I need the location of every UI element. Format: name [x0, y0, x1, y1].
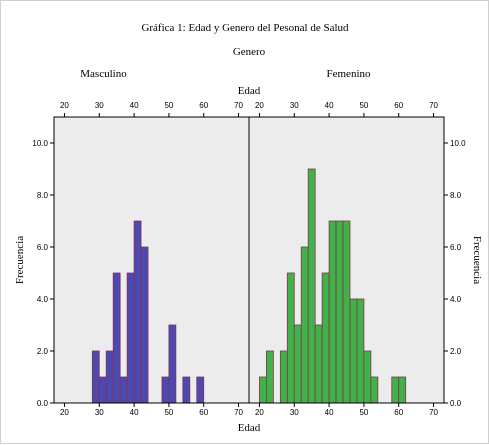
y-tick-label: 6.0	[37, 243, 49, 252]
x-tick-label-top: 70	[234, 101, 243, 110]
x-tick-label: 70	[234, 408, 243, 417]
bar-masculino-54	[182, 376, 191, 404]
bar-femenino-30	[293, 324, 302, 404]
x-tick-label-top: 30	[290, 101, 299, 110]
y-tick-label: 8.0	[37, 191, 49, 200]
x-tick-label: 70	[429, 408, 438, 417]
bar-femenino-20	[259, 376, 267, 404]
bar-masculino-50	[168, 324, 177, 404]
y-axis-label: Frecuencia	[14, 236, 26, 284]
x-tick-label-top: 20	[255, 101, 264, 110]
bar-femenino-48	[356, 298, 365, 404]
bar-femenino-26	[279, 350, 288, 404]
bar-femenino-58	[391, 376, 400, 404]
y-tick-label-right: 4.0	[450, 295, 462, 304]
x-tick-label: 60	[394, 408, 403, 417]
x-tick-label-top: 70	[429, 101, 438, 110]
y-tick-label-right: 6.0	[450, 243, 462, 252]
bar-femenino-22	[266, 350, 274, 404]
y-tick-label-right: 8.0	[450, 191, 462, 200]
y-tick-label: 4.0	[37, 295, 49, 304]
bar-femenino-34	[307, 168, 316, 404]
x-tick-label: 20	[60, 408, 69, 417]
x-tick-label: 50	[359, 408, 368, 417]
x-axis-label-top: Edad	[238, 85, 261, 97]
bar-masculino-36	[119, 376, 128, 404]
y-tick-label-right: 10.0	[450, 139, 466, 148]
x-tick-label: 40	[130, 408, 139, 417]
x-tick-label: 50	[164, 408, 173, 417]
y-tick-label-right: 2.0	[450, 347, 462, 356]
x-tick-label: 60	[199, 408, 208, 417]
bar-femenino-38	[321, 272, 330, 404]
x-tick-label-top: 50	[164, 101, 173, 110]
bar-femenino-60	[398, 376, 407, 404]
bar-femenino-44	[342, 220, 351, 404]
bar-femenino-40	[328, 220, 337, 404]
bar-masculino-58	[196, 376, 205, 404]
panel-title-femenino: Femenino	[327, 68, 371, 80]
x-tick-label-top: 20	[60, 101, 69, 110]
y-tick-label: 2.0	[37, 347, 49, 356]
x-tick-label-top: 30	[95, 101, 104, 110]
bar-femenino-46	[349, 298, 358, 404]
x-tick-label: 30	[290, 408, 299, 417]
bar-masculino-38	[126, 272, 135, 404]
bar-femenino-28	[286, 272, 295, 404]
panel-background-masculino	[54, 117, 249, 403]
bar-femenino-50	[363, 350, 372, 404]
bar-masculino-48	[161, 376, 170, 404]
x-tick-label-top: 40	[325, 101, 334, 110]
x-tick-label-top: 60	[199, 101, 208, 110]
bar-femenino-42	[335, 220, 344, 404]
y-tick-label-right: 0.0	[450, 399, 462, 408]
chart-title: Gráfica 1: Edad y Genero del Pesonal de …	[141, 22, 349, 34]
facet-title: Genero	[233, 46, 266, 58]
bar-masculino-32	[105, 350, 114, 404]
y-tick-label: 10.0	[32, 139, 48, 148]
x-tick-label-top: 60	[394, 101, 403, 110]
bar-femenino-52	[370, 376, 379, 404]
bar-masculino-34	[112, 272, 121, 404]
x-tick-label: 40	[325, 408, 334, 417]
bar-masculino-30	[98, 376, 107, 404]
panel-frame-femenino	[248, 116, 445, 404]
bar-masculino-28	[91, 350, 100, 404]
x-axis-label: Edad	[238, 422, 261, 434]
bar-femenino-32	[300, 246, 309, 404]
y-axis-label-right: Frecuencia	[471, 236, 483, 284]
x-tick-label-top: 40	[130, 101, 139, 110]
bar-masculino-40	[133, 220, 142, 404]
x-tick-label-top: 50	[359, 101, 368, 110]
bar-femenino-36	[314, 324, 323, 404]
x-tick-label: 30	[95, 408, 104, 417]
panel-title-masculino: Masculino	[80, 68, 127, 80]
y-tick-label: 0.0	[37, 399, 49, 408]
bar-masculino-42	[140, 246, 149, 404]
x-tick-label: 20	[255, 408, 264, 417]
